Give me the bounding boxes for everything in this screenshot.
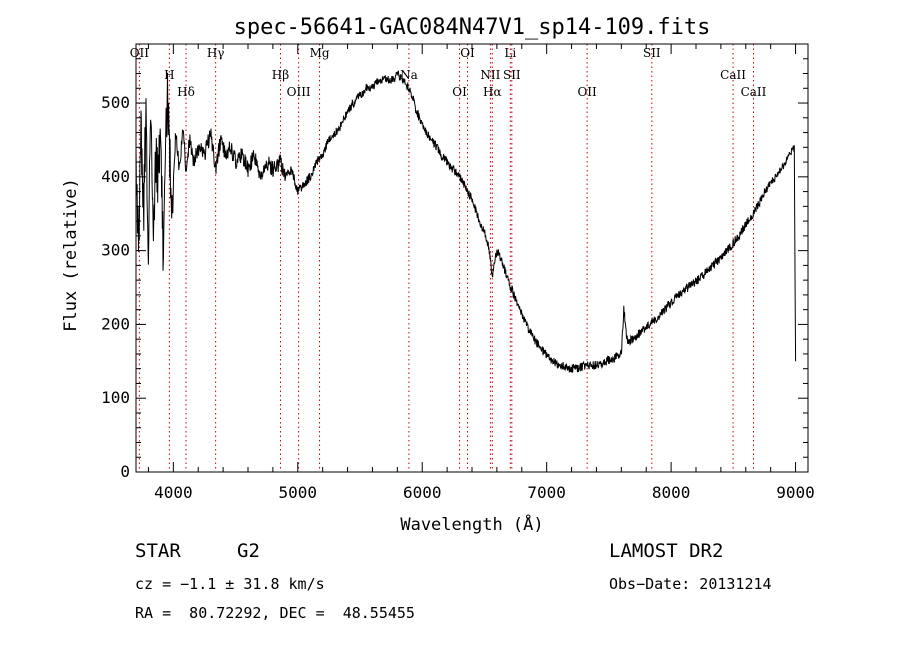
- x-tick-label-4000: 4000: [154, 483, 193, 502]
- marker-label-12: Li: [504, 46, 516, 60]
- marker-label-0: OII: [130, 46, 150, 60]
- spectrum-series: [135, 70, 797, 373]
- marker-label-15: SII: [643, 46, 661, 60]
- x-tick-label-5000: 5000: [279, 483, 318, 502]
- marker-label-2: Hδ: [177, 85, 195, 99]
- plot-axes: [135, 43, 809, 473]
- x-axis-label: Wavelength (Å): [400, 513, 543, 535]
- marker-label-5: OIII: [287, 85, 311, 99]
- plot-frame: [135, 43, 809, 473]
- chart-title: spec-56641-GAC084N47V1_sp14-109.fits: [234, 15, 711, 40]
- marker-label-10: NII: [480, 68, 500, 82]
- object-class: STAR: [135, 540, 181, 562]
- marker-label-9: OI: [460, 46, 475, 60]
- marker-label-14: OII: [577, 85, 597, 99]
- axis-ticks: 4000 5000 6000 7000 8000 9000 0 100 200 300 400 500: [101, 44, 815, 502]
- redshift-readout: cz = −1.1 ± 31.8 km/s: [135, 575, 325, 593]
- y-tick-label-0: 0: [120, 462, 130, 481]
- obs-date: Obs−Date: 20131214: [609, 575, 772, 593]
- x-tick-label-6000: 6000: [403, 483, 442, 502]
- y-tick-label-100: 100: [101, 388, 130, 407]
- marker-label-6: Mg: [310, 46, 330, 60]
- x-tick-label-9000: 9000: [776, 483, 815, 502]
- series-line-0: [135, 70, 797, 373]
- marker-label-3: Hγ: [207, 46, 225, 60]
- x-tick-label-8000: 8000: [652, 483, 691, 502]
- object-subclass: G2: [237, 540, 260, 562]
- y-axis-label: Flux (relative): [61, 178, 81, 332]
- spectral-line-markers: OII HHδ Hγ Hβ OIII Mg Na OI OI NII Hα Li SII OII SII Ca…: [130, 44, 767, 472]
- survey-name: LAMOST DR2: [609, 540, 724, 562]
- marker-label-1: H: [164, 68, 174, 82]
- marker-label-4: Hβ: [272, 68, 289, 82]
- y-tick-label-300: 300: [101, 241, 130, 260]
- marker-label-16: CaII: [720, 68, 746, 82]
- marker-label-17: CaII: [741, 85, 767, 99]
- marker-label-7: Na: [400, 68, 418, 82]
- marker-label-11: Hα: [483, 85, 502, 99]
- marker-label-8: OI: [452, 85, 467, 99]
- x-tick-label-7000: 7000: [527, 483, 566, 502]
- coordinates-readout: RA = 80.72292, DEC = 48.55455: [135, 604, 415, 622]
- marker-label-13: SII: [503, 68, 521, 82]
- y-tick-label-400: 400: [101, 167, 130, 186]
- y-tick-label-200: 200: [101, 314, 130, 333]
- y-tick-label-500: 500: [101, 93, 130, 112]
